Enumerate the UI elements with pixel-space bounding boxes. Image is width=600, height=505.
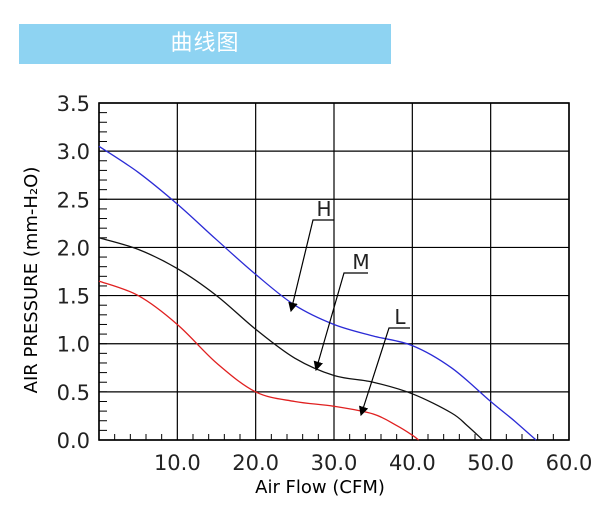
y-tick-labels: 0.0 0.5 1.0 1.5 2.0 2.5 3.0 3.5: [57, 92, 90, 453]
x-tick-labels: 10.0 20.0 30.0 40.0 50.0 60.0: [154, 451, 592, 475]
leader-lines: H M L: [288, 197, 410, 417]
series-line-h: [98, 145, 537, 441]
y-tick-label: 0.5: [57, 381, 90, 405]
chart-title-banner: 曲线图: [19, 24, 391, 64]
curve-label-l: L: [394, 305, 406, 329]
x-tick-label: 60.0: [546, 451, 593, 475]
series-line-m: [98, 237, 484, 441]
grid: [98, 102, 570, 441]
x-axis-title: Air Flow (CFM): [255, 477, 385, 498]
leader-m: [313, 272, 368, 372]
y-tick-label: 2.5: [57, 188, 90, 212]
curves: [98, 145, 537, 441]
y-tick-label: 1.0: [57, 333, 90, 357]
plot-frame: [98, 102, 570, 441]
leader-h: [288, 219, 334, 313]
y-tick-label: 3.0: [57, 140, 90, 164]
y-tick-label: 2.0: [57, 236, 90, 260]
x-tick-label: 10.0: [154, 451, 201, 475]
y-axis-title: AIR PRESSURE (mm-H₂O): [21, 167, 42, 394]
series-line-l: [98, 280, 420, 441]
y-tick-label: 0.0: [57, 429, 90, 453]
y-tick-label: 1.5: [57, 285, 90, 309]
y-tick-label: 3.5: [57, 92, 90, 116]
leader-l: [359, 327, 410, 417]
x-tick-label: 40.0: [389, 451, 436, 475]
curve-label-h: H: [316, 197, 331, 221]
x-tick-label: 50.0: [467, 451, 514, 475]
x-tick-label: 20.0: [232, 451, 279, 475]
minor-ticks: [99, 102, 554, 441]
x-tick-label: 30.0: [311, 451, 358, 475]
curve-label-m: M: [352, 250, 369, 274]
